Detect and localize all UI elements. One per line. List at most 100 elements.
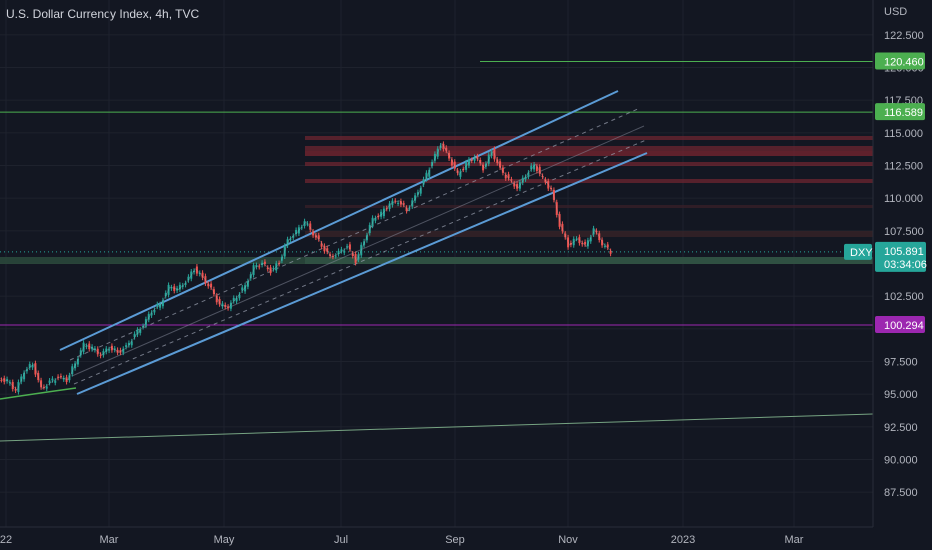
level-label-text: 120.460 [884,56,924,68]
candle-body [193,270,196,273]
candle-body [575,238,578,240]
x-tick-label: Mar [785,534,804,546]
resistance-zone [305,136,873,140]
candle-body [606,244,609,248]
candle-body [283,245,286,257]
symbol-tag: DXY [844,243,873,260]
candle-body [34,363,37,375]
y-tick-label: 110.000 [884,193,923,205]
price-line [0,142,613,391]
candle-body [317,235,320,240]
candle-body [479,160,482,164]
y-tick-label: 87.500 [884,487,918,499]
candle-body [198,272,201,274]
candle-body [459,171,462,177]
moving-average-line [0,387,77,400]
candle-body [116,349,119,353]
candle-body [235,298,238,302]
candle-body [212,289,215,295]
candle-body [278,263,281,265]
candle-body [187,276,190,281]
y-tick-label: 102.500 [884,291,924,303]
level-label: 120.460 [875,52,925,70]
candle-body [586,240,589,247]
candle-body [411,200,414,207]
candle-body [195,266,198,274]
candle-body [229,302,232,309]
candle-body [448,152,451,159]
candle-body [450,159,453,166]
candle-body [130,341,133,346]
resistance-zone [305,179,873,183]
channel-lower [76,152,648,395]
candle-body [326,248,329,252]
candle-body [309,223,312,230]
candle-body [518,182,521,189]
candle-body [377,215,380,218]
channel-upper [59,90,619,351]
candle-body [365,235,368,241]
candle-body [467,159,470,166]
candle-body [541,175,544,177]
candle-body [164,292,167,297]
candle-body [59,376,62,378]
level-label-text: 100.294 [884,320,924,332]
candle-body [150,312,153,316]
candle-body [244,285,247,292]
candle-body [329,254,332,256]
candle-body [470,159,473,161]
candle-body [269,267,272,274]
currency-label: USD [884,6,907,18]
candle-body [425,172,428,180]
candle-body [48,380,51,383]
candle-body [592,228,595,235]
level-label-bg [875,103,925,121]
candle-body [419,188,422,194]
candle-body [238,294,241,299]
candle-body [312,231,315,236]
candle-body [303,221,306,227]
candle-body [374,218,377,221]
candle-body [122,348,125,353]
candle-body [170,287,173,289]
candle-body [241,287,244,291]
candle-body [414,195,417,201]
candle-body [346,246,349,248]
candle-body [405,207,408,212]
level-label: 116.589 [875,103,925,121]
candle-body [493,148,496,160]
candle-body [530,165,533,170]
candle-body [144,319,147,326]
candle-body [436,148,439,157]
candle-body [564,233,567,238]
candle-body [82,342,85,352]
candle-body [535,166,538,171]
candle-body [603,245,606,247]
x-tick-label: 22 [0,534,12,546]
candle-body [496,159,499,164]
candle-body [399,201,402,205]
y-tick-label: 95.000 [884,389,918,401]
candle-body [552,189,555,200]
level-label-bg [875,52,925,70]
candle-body [147,313,150,320]
candle-body [394,200,397,202]
candle-body [428,169,431,177]
candle-body [476,156,479,159]
candle-body [249,274,252,279]
candle-body [266,267,269,270]
candle-body [368,224,371,234]
candle-body [37,373,40,381]
candle-body [221,303,224,307]
candle-body [204,276,207,284]
candle-body [280,256,283,261]
candle-body [159,304,162,308]
candle-body [6,379,9,382]
candle-body [258,266,261,268]
candle-body [272,268,275,270]
candle-body [20,376,23,382]
candle-body [533,164,536,170]
candle-body [156,304,159,307]
candle-body [68,375,71,381]
